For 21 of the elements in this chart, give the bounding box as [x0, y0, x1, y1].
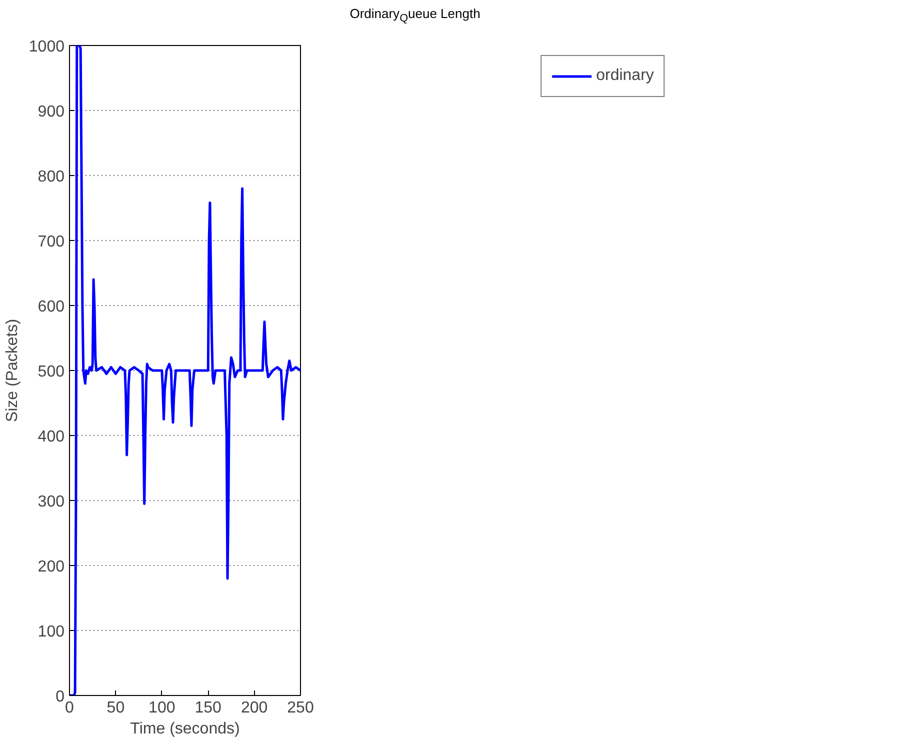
- x-tick-label: 200: [240, 700, 268, 716]
- legend-label: ordinary: [596, 67, 654, 85]
- y-tick-label: 500: [38, 364, 65, 380]
- y-axis-title: Size (Packets): [4, 318, 21, 422]
- y-tick-label: 300: [38, 494, 65, 510]
- y-tick-label: 900: [38, 104, 65, 120]
- line-series: [70, 46, 300, 696]
- y-tick-label: 200: [38, 558, 65, 576]
- y-tick-label: 1000: [28, 38, 65, 56]
- y-tick-label: 0: [56, 688, 65, 706]
- x-tick-label: 100: [148, 700, 176, 716]
- y-tick-label: 100: [38, 624, 65, 640]
- y-tick-label: 400: [38, 428, 65, 446]
- y-tick-label: 600: [38, 298, 65, 316]
- x-tick-label: 50: [106, 700, 125, 716]
- x-tick-label: 150: [194, 700, 222, 716]
- x-axis-title: Time (seconds): [130, 720, 240, 738]
- y-tick-label: 800: [38, 168, 65, 186]
- y-tick-label: 700: [38, 234, 65, 250]
- text: Ordinary$_{Q}$ueue Length: [348, 5, 482, 27]
- x-tick-label: 250: [287, 700, 314, 716]
